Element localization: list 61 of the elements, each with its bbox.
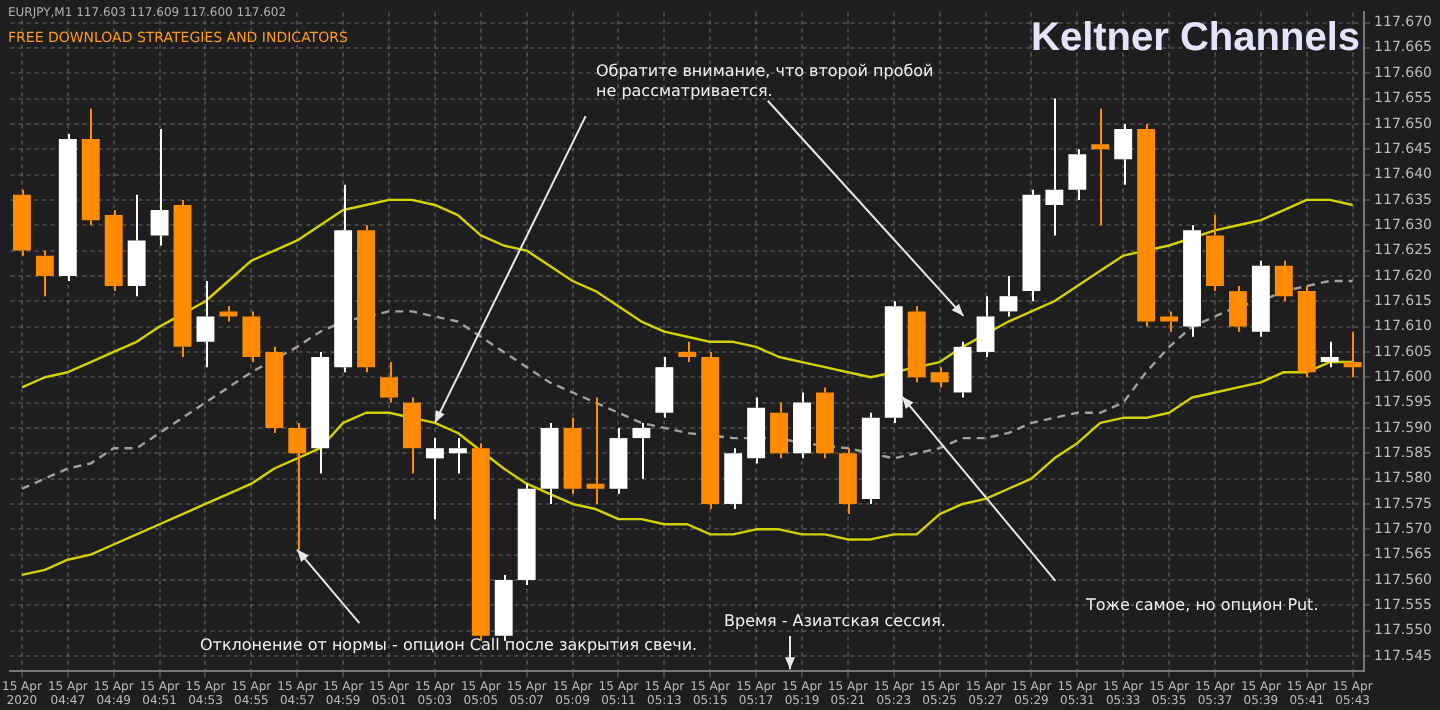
candlestick: [104, 209, 123, 293]
candlestick: [861, 411, 880, 505]
candlestick: [1183, 224, 1201, 338]
candlestick: [334, 183, 353, 374]
candlestick: [1251, 259, 1270, 338]
candlestick: [380, 361, 398, 404]
candlestick: [1228, 285, 1247, 333]
candlestick: [1160, 310, 1179, 333]
candlestick: [517, 482, 536, 587]
candlestick: [1206, 214, 1224, 293]
candlestick: [219, 305, 238, 323]
candlestick: [907, 305, 926, 384]
candlestick: [1320, 340, 1339, 369]
annotation: Обратите внимание, что второй пробой не рассматривается.: [596, 62, 936, 102]
candlestick: [540, 421, 559, 505]
candlestick: [1068, 148, 1087, 201]
candlestick: [81, 107, 100, 227]
chart-title: Keltner Channels: [1031, 16, 1360, 62]
annotation: Время - Азиатская сессия.: [724, 612, 946, 632]
candlestick: [976, 295, 995, 358]
candlestick: [1114, 122, 1133, 186]
candlestick: [1297, 285, 1316, 379]
candlestick: [815, 386, 834, 460]
candlestick: [1274, 259, 1293, 303]
candlestick: [35, 249, 54, 298]
candlestick: [838, 447, 857, 516]
annotation: Отклонение от нормы - опцион Call после закрытия свечи.: [200, 636, 698, 656]
candlestick: [747, 396, 766, 465]
candlestick: [586, 396, 605, 505]
candlestick: [1343, 330, 1362, 379]
candlestick: [127, 193, 146, 298]
candlestick: [311, 350, 330, 475]
candlestick: [793, 391, 811, 460]
candlestick: [1022, 188, 1041, 303]
candlestick: [196, 279, 215, 369]
candlestick: [1137, 122, 1156, 328]
candlestick: [724, 447, 743, 511]
candlestick: [425, 437, 444, 521]
annotation: Тоже самое, но опцион Put.: [1086, 596, 1319, 616]
candlestick: [173, 198, 192, 358]
candlestick: [403, 396, 421, 475]
candlestick: [448, 437, 467, 475]
candlestick: [150, 127, 169, 247]
candlestick: [678, 340, 697, 364]
candlestick: [953, 340, 972, 399]
candlestick: [770, 401, 788, 460]
candlestick: [265, 345, 284, 435]
candlestick: [288, 421, 307, 551]
candlestick: [632, 421, 651, 480]
candlestick: [563, 416, 582, 495]
candlestick: [1091, 107, 1110, 227]
candlestick: [930, 366, 949, 389]
candlestick: [357, 224, 376, 374]
candlestick: [1045, 97, 1064, 237]
candlestick: [999, 274, 1018, 318]
candlestick: [655, 356, 674, 419]
candlestick: [58, 133, 77, 282]
candlestick: [242, 310, 261, 364]
candlestick: [701, 350, 720, 511]
candlestick: [609, 426, 628, 495]
candlestick: [12, 188, 31, 257]
